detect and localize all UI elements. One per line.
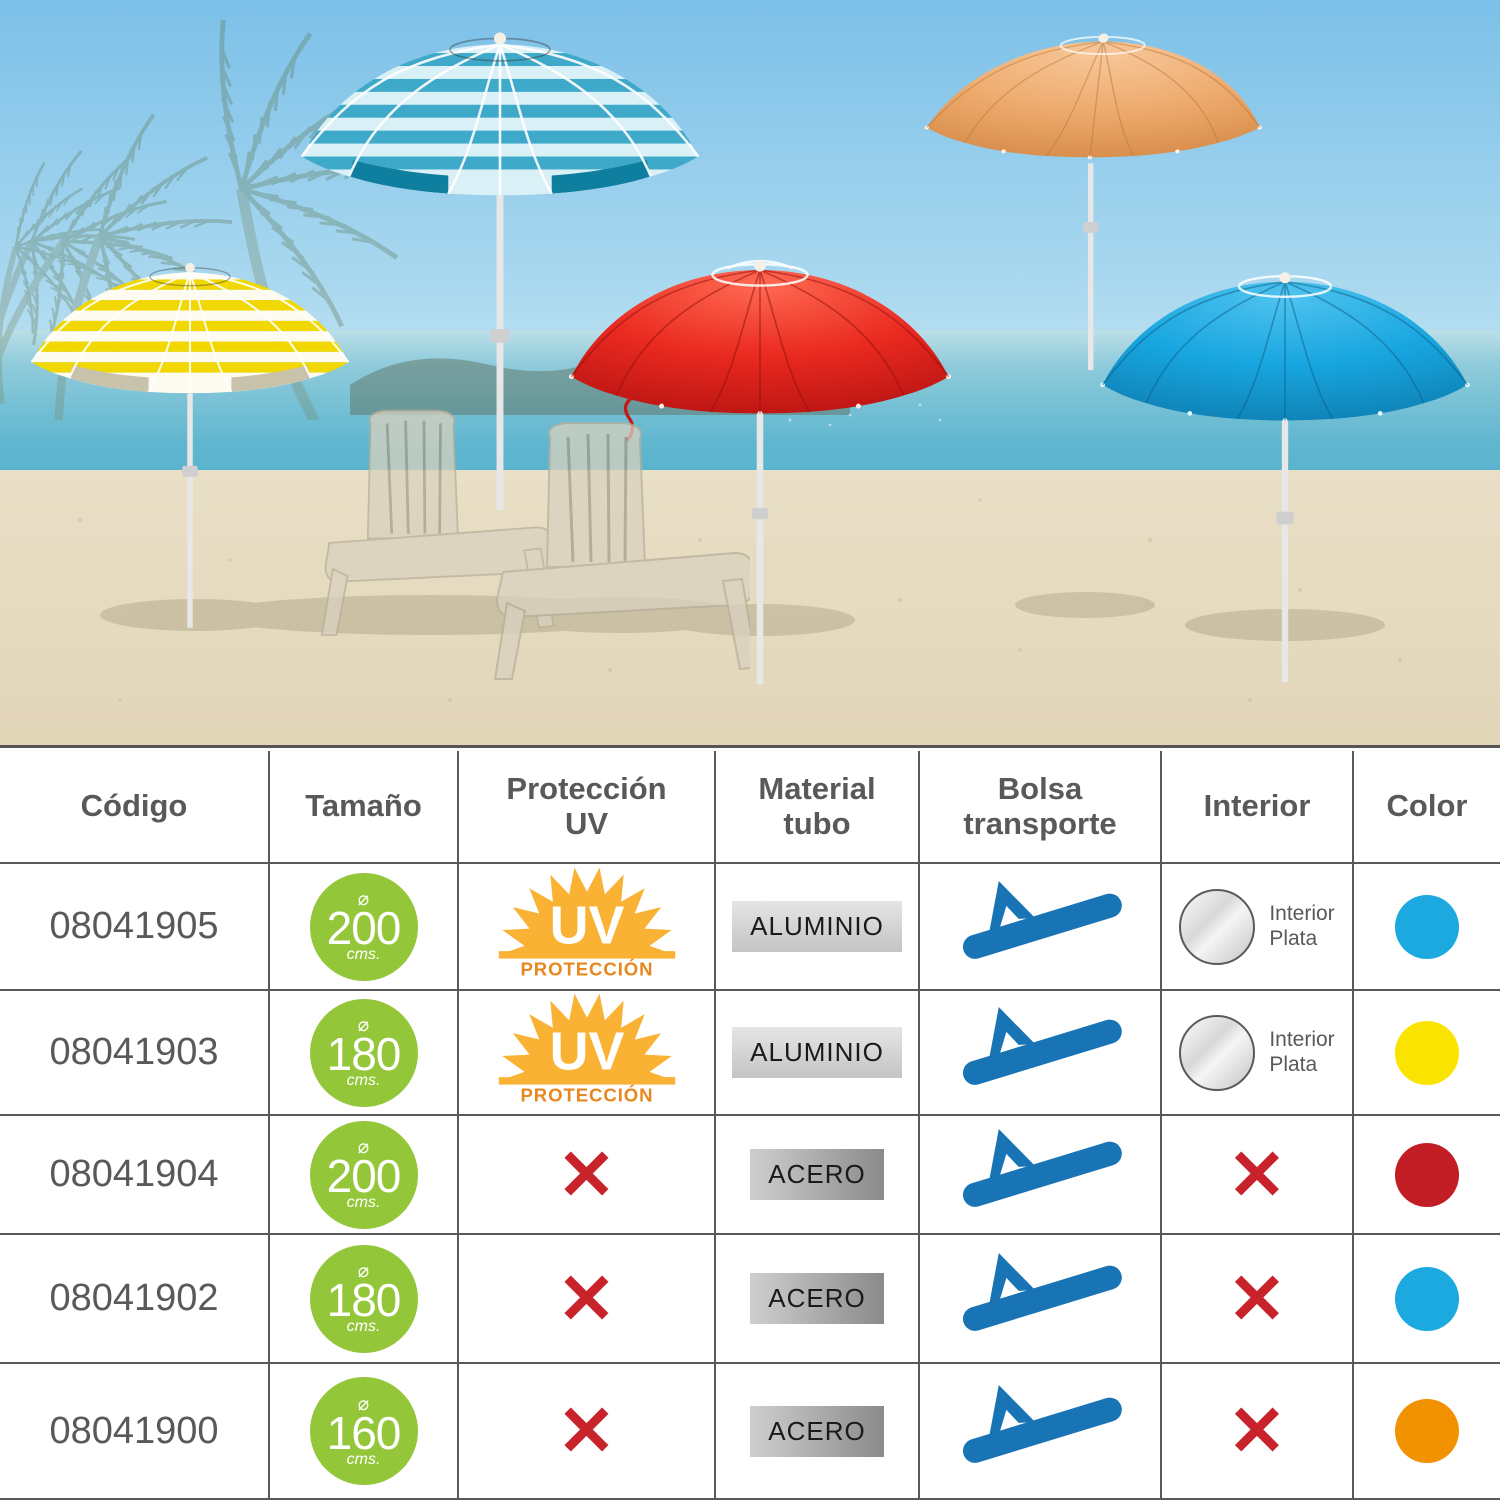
svg-text:PROTECCIÓN: PROTECCIÓN — [520, 1084, 653, 1105]
svg-text:UV: UV — [549, 895, 624, 955]
svg-text:UV: UV — [549, 1021, 624, 1081]
svg-text:PROTECCIÓN: PROTECCIÓN — [520, 958, 653, 979]
